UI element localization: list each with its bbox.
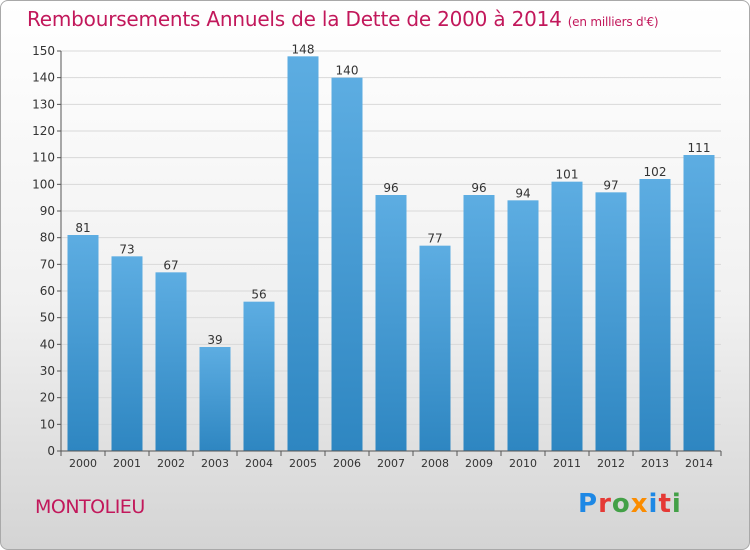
- data-label-2010: 94: [515, 186, 530, 200]
- x-tick-label-2002: 2002: [157, 457, 185, 470]
- y-tick-label: 70: [40, 257, 55, 271]
- logo-letter: o: [611, 489, 631, 519]
- data-label-2011: 101: [556, 168, 579, 182]
- data-label-2004: 56: [251, 288, 266, 302]
- y-tick-label: 90: [40, 204, 55, 218]
- proxiti-logo[interactable]: Proxiti: [578, 489, 682, 519]
- y-tick-label: 120: [32, 124, 55, 138]
- place-name: MONTOLIEU: [35, 496, 145, 518]
- logo-letter: i: [671, 489, 682, 519]
- y-tick-label: 140: [32, 71, 55, 85]
- data-label-2014: 111: [688, 141, 711, 155]
- data-label-2006: 140: [336, 64, 359, 78]
- data-labels: 81 73 67 39 56 148 140 96 77 96 94 101 97 102 111: [75, 42, 710, 347]
- x-tick-label-2013: 2013: [641, 457, 669, 470]
- data-label-2003: 39: [207, 333, 222, 347]
- y-tick-label: 130: [32, 97, 55, 111]
- y-tick-label: 110: [32, 151, 55, 165]
- bar-2005: [287, 56, 319, 451]
- data-label-2012: 97: [603, 178, 618, 192]
- data-label-2008: 77: [427, 232, 442, 246]
- y-tick-label: 50: [40, 311, 55, 325]
- bar-2004: [243, 301, 275, 451]
- data-label-2007: 96: [383, 181, 398, 195]
- bar-2009: [463, 195, 495, 451]
- y-tick-label: 10: [40, 417, 55, 431]
- bar-2008: [419, 245, 451, 451]
- x-tick-label-2008: 2008: [421, 457, 449, 470]
- x-tick-label-2001: 2001: [113, 457, 141, 470]
- x-tick-label-2006: 2006: [333, 457, 361, 470]
- x-tick-label-2004: 2004: [245, 457, 273, 470]
- data-label-2013: 102: [644, 165, 667, 179]
- bars: [67, 56, 715, 452]
- bar-2010: [507, 200, 539, 451]
- y-tick-label: 40: [40, 337, 55, 351]
- bar-2000: [67, 235, 99, 451]
- bar-2013: [639, 179, 671, 451]
- logo-letter: i: [648, 489, 659, 519]
- data-label-2009: 96: [471, 181, 486, 195]
- chart-title-unit: (en milliers d'€): [567, 15, 659, 29]
- data-label-2002: 67: [163, 258, 178, 272]
- y-tick-label: 150: [32, 44, 55, 58]
- x-tick-label-2012: 2012: [597, 457, 625, 470]
- bar-2003: [199, 347, 231, 451]
- logo-letter: P: [578, 489, 599, 519]
- x-tick-label-2011: 2011: [553, 457, 581, 470]
- x-tick-label-2014: 2014: [685, 457, 713, 470]
- y-tick-label: 80: [40, 231, 55, 245]
- x-tick-label-2009: 2009: [465, 457, 493, 470]
- bar-2001: [111, 256, 143, 451]
- y-tick-label: 20: [40, 391, 55, 405]
- data-label-2005: 148: [292, 42, 315, 56]
- x-tick-label-2003: 2003: [201, 457, 229, 470]
- x-tick-label-2000: 2000: [69, 457, 97, 470]
- bar-2006: [331, 77, 363, 452]
- data-label-2000: 81: [75, 221, 90, 235]
- x-tick-label-2007: 2007: [377, 457, 405, 470]
- bar-2012: [595, 192, 627, 452]
- x-tick-label-2010: 2010: [509, 457, 537, 470]
- logo-letter: t: [658, 489, 672, 519]
- logo-letter: x: [630, 489, 649, 519]
- bar-2011: [551, 181, 583, 451]
- x-tick-label-2005: 2005: [289, 457, 317, 470]
- y-tick-label: 60: [40, 284, 55, 298]
- chart-title-main: Remboursements Annuels de la Dette de 20…: [27, 7, 562, 31]
- chart-title: Remboursements Annuels de la Dette de 20…: [27, 7, 659, 31]
- y-tick-label: 100: [32, 177, 55, 191]
- y-tick-label: 0: [47, 444, 55, 458]
- axes: 0 10 20 30 40 50 60 70 80 90 100 110 120 130 140 150 200…: [32, 44, 722, 470]
- bar-2002: [155, 272, 187, 451]
- logo-letter: r: [598, 489, 612, 519]
- bar-2007: [375, 195, 407, 451]
- data-label-2001: 73: [119, 242, 134, 256]
- y-tick-label: 30: [40, 364, 55, 378]
- bar-2014: [683, 155, 715, 451]
